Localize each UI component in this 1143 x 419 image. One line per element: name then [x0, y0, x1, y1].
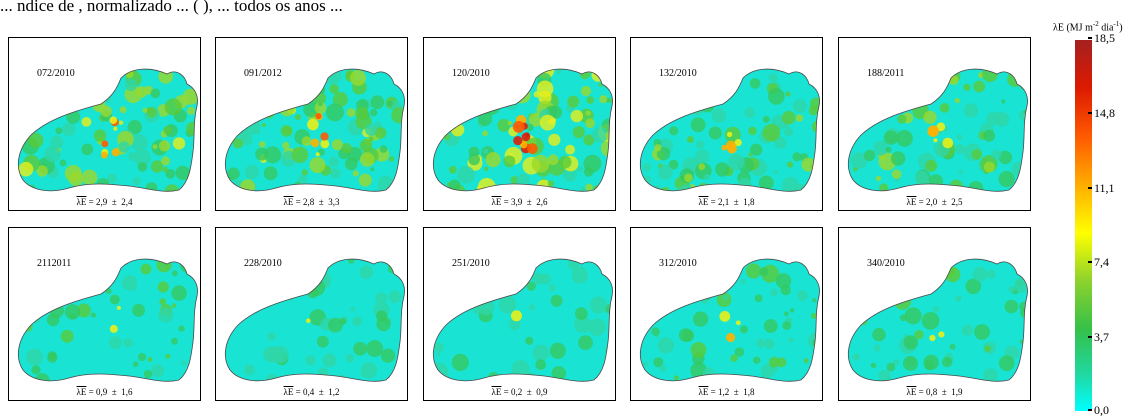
- map-date: 312/2010: [659, 258, 697, 269]
- map-stat: λE = 0,2 ± 0,9: [491, 387, 548, 397]
- map-stat: λE = 1,2 ± 1,8: [698, 387, 755, 397]
- map-date: 132/2010: [659, 68, 697, 79]
- evapotranspiration-map: [847, 258, 1028, 382]
- evapotranspiration-map: [847, 68, 1028, 192]
- legend-title: λE (MJ m-2 dia-1): [1053, 20, 1123, 34]
- map-panel: 120/2010 λE = 3,9 ± 2,6: [423, 37, 616, 211]
- map-stat: λE = 2,8 ± 3,3: [283, 197, 340, 207]
- map-panel: 188/2011 λE = 2,0 ± 2,5: [838, 37, 1031, 211]
- map-date: 188/2011: [867, 68, 905, 79]
- map-date: 2112011: [37, 258, 72, 269]
- caption-fragment: ... ndice de , normalizado ... ( ), ... …: [0, 0, 343, 15]
- map-date: 091/2012: [244, 68, 282, 79]
- map-panel: 312/2010 λE = 1,2 ± 1,8: [630, 227, 823, 401]
- map-date: 228/2010: [244, 258, 282, 269]
- colorbar-tick-label: 18,5: [1088, 31, 1115, 45]
- map-stat: λE = 0,8 ± 1,9: [906, 387, 963, 397]
- map-panel: 228/2010 λE = 0,4 ± 1,2: [215, 227, 408, 401]
- map-panel: 2112011 λE = 0,9 ± 1,6: [8, 227, 201, 401]
- map-panel: 072/2010 λE = 2,9 ± 2,4: [8, 37, 201, 211]
- evapotranspiration-map: [432, 258, 613, 382]
- map-date: 072/2010: [37, 68, 75, 79]
- evapotranspiration-map: [17, 258, 198, 382]
- colorbar-tick-label: 14,8: [1088, 106, 1115, 120]
- map-stat: λE = 3,9 ± 2,6: [491, 197, 548, 207]
- map-date: 120/2010: [452, 68, 490, 79]
- map-panel: 251/2010 λE = 0,2 ± 0,9: [423, 227, 616, 401]
- evapotranspiration-map: [224, 258, 405, 382]
- evapotranspiration-map: [224, 68, 405, 192]
- map-stat: λE = 2,0 ± 2,5: [906, 197, 963, 207]
- map-stat: λE = 0,4 ± 1,2: [283, 387, 340, 397]
- colorbar-tick-label: 7,4: [1088, 255, 1109, 269]
- map-date: 251/2010: [452, 258, 490, 269]
- colorbar-tick-label: 3,7: [1088, 330, 1109, 344]
- map-stat: λE = 0,9 ± 1,6: [76, 387, 133, 397]
- map-stat: λE = 2,9 ± 2,4: [76, 197, 133, 207]
- map-stat: λE = 2,1 ± 1,8: [698, 197, 755, 207]
- map-date: 340/2010: [867, 258, 905, 269]
- colorbar-tick-label: 0,0: [1088, 403, 1109, 417]
- map-panel: 132/2010 λE = 2,1 ± 1,8: [630, 37, 823, 211]
- map-panel: 340/2010 λE = 0,8 ± 1,9: [838, 227, 1031, 401]
- colorbar-tick-label: 11,1: [1088, 181, 1115, 195]
- evapotranspiration-map: [639, 68, 820, 192]
- colorbar: [1075, 40, 1092, 411]
- evapotranspiration-map: [432, 68, 613, 192]
- evapotranspiration-map: [17, 68, 198, 192]
- map-panel: 091/2012 λE = 2,8 ± 3,3: [215, 37, 408, 211]
- evapotranspiration-map: [639, 258, 820, 382]
